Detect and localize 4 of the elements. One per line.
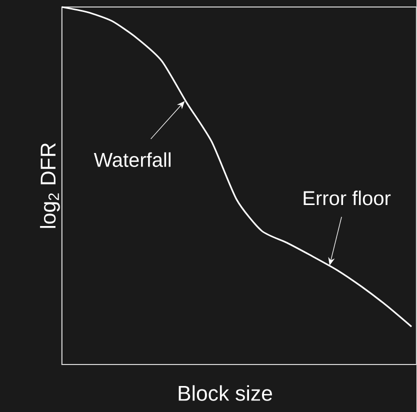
y-axis-title: log$_{2}$ DFR: [40, 142, 60, 228]
annotation: Error floor: [304, 190, 391, 206]
x-axis-title: Block size: [178, 384, 272, 401]
annotation: Waterfall: [94, 152, 171, 167]
